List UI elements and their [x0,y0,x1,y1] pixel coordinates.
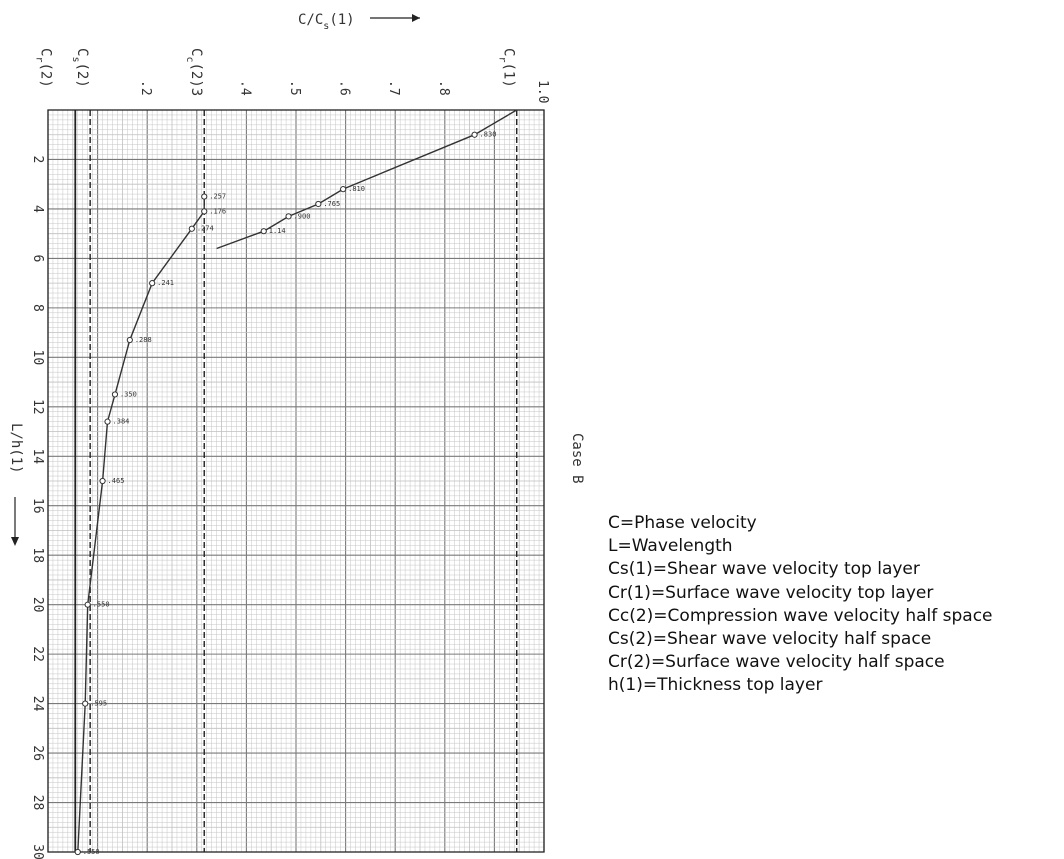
data-label: .257 [209,193,226,201]
reference-lines: Cr(2) Cs(2) Cc(2)3 Cr(1) [33,48,518,852]
y-axis-arrow [11,497,19,546]
data-point [340,186,347,193]
data-label: .765 [323,200,340,208]
legend-line: L=Wavelength [608,536,733,557]
data-label: .830 [480,131,497,139]
data-point [111,391,119,398]
data-label: .350 [120,390,137,398]
data-label: .595 [90,700,107,708]
y-tick-label: 28 [30,795,45,811]
y-tick-label: 8 [30,304,45,312]
legend-line: Cs(2)=Shear wave velocity half space [608,629,932,650]
data-label: .900 [294,212,311,220]
data-point [82,700,89,707]
data-point [201,193,208,200]
chart-grid [47,109,545,853]
data-label: .288 [135,336,152,344]
data-point [104,418,111,425]
y-tick-label: 10 [30,350,45,366]
data-label: .550 [83,848,100,856]
data-point [285,213,292,220]
legend-line: Cr(1)=Surface wave velocity top layer [608,582,934,603]
reference-line-label: Cr(2) [33,48,53,88]
data-label: .176 [209,207,226,215]
tick-labels: .2.4.5.6.7.8 1.02468101214161820222426283… [30,80,550,859]
legend-line: Cr(2)=Surface wave velocity half space [608,652,945,673]
legend-line: h(1)=Thickness top layer [608,675,823,696]
y-axis-label: L/h(1) [8,423,24,474]
data-point [201,208,208,215]
y-tick-label: 6 [30,254,45,262]
y-tick-label: 20 [30,597,45,613]
y-tick-label: 26 [30,745,45,761]
legend: C=Phase velocity L=Wavelength Cs(1)=Shea… [608,512,993,698]
reference-line-label: Cc(2)3 [184,48,204,96]
y-tick-label: 18 [30,547,45,563]
y-tick-label: 16 [30,498,45,514]
y-tick-label: 30 [30,844,45,859]
chart-title: C/Cs(1) [298,12,355,32]
data-label: .550 [93,601,110,609]
data-point [471,131,478,138]
data-point [99,477,106,485]
chart-title-sub: s [323,21,329,32]
data-point [315,200,322,208]
data-point [149,280,156,287]
chart-title-main: C/C [298,12,323,28]
y-tick-label: 4 [30,205,45,213]
legend-line: Cs(1)=Shear wave velocity top layer [608,559,920,580]
reference-line-label: Cr(1) [497,48,517,88]
data-label: .810 [348,185,365,193]
data-point [74,848,81,856]
y-tick-label: 14 [30,448,45,464]
data-label: .465 [108,477,125,485]
legend-line: Cc(2)=Compression wave velocity half spa… [608,605,993,626]
data-point [126,336,133,344]
x-tick-label: .5 [287,80,302,96]
x-tick-label: .2 [138,80,153,96]
x-tick-label: .7 [386,80,401,96]
data-point [188,225,195,232]
data-point [84,601,91,608]
data-point [260,228,267,235]
reference-line-label: Cs(2) [70,48,90,88]
series-layer: .257 .176 .274 .241 .288 .350 .384 .465 .550 .595… [74,109,518,856]
y-tick-label: 2 [30,156,45,164]
data-label: .274 [197,225,214,233]
data-label: 1.14 [269,227,286,235]
legend-line: C=Phase velocity [608,513,757,533]
x-tick-label: .6 [337,80,352,96]
y-tick-label: 22 [30,646,45,662]
chart-title-tail: (1) [329,12,354,28]
plot-frame [47,109,545,853]
side-label: Case B [569,433,585,484]
data-label: .241 [157,279,174,287]
data-label: .384 [113,418,130,426]
series-line [77,196,205,853]
title-arrow [370,14,420,22]
y-tick-label: 12 [30,399,45,415]
y-tick-label: 24 [30,696,45,712]
x-tick-label: .8 [436,80,451,96]
x-tick-label: 1.0 [535,80,550,103]
x-tick-label: .4 [237,80,252,96]
